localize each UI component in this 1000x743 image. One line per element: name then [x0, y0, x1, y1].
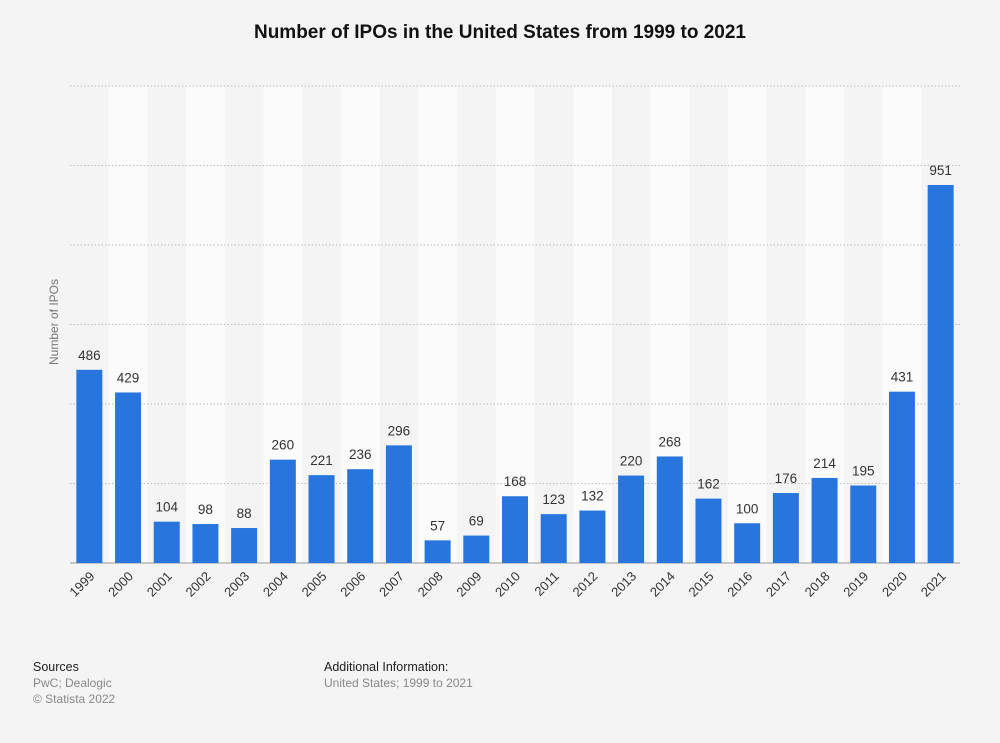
value-label-1999: 486 — [78, 348, 101, 363]
bar-2002[interactable] — [192, 524, 219, 563]
value-label-2005: 221 — [310, 453, 333, 468]
bar-2017[interactable] — [772, 493, 799, 563]
bar-2008[interactable] — [424, 540, 451, 563]
value-label-2011: 123 — [542, 492, 565, 507]
bar-2007[interactable] — [385, 445, 412, 563]
bar-2014[interactable] — [656, 456, 683, 563]
value-label-2014: 268 — [659, 434, 682, 449]
bar-2011[interactable] — [540, 514, 567, 563]
value-label-2016: 100 — [736, 501, 759, 516]
bar-2015[interactable] — [695, 498, 722, 563]
value-label-2017: 176 — [775, 471, 798, 486]
value-labels: 486 429 104 98 88 260 221 236 296 57 69 168 123 132 22… — [78, 163, 952, 533]
bar-2016[interactable] — [734, 523, 761, 563]
sources-title: Sources — [33, 660, 79, 674]
value-label-2018: 214 — [813, 456, 836, 471]
column-band — [186, 86, 225, 563]
additional-info-title: Additional Information: — [324, 660, 449, 674]
x-tick-2011: 2011 — [531, 569, 561, 599]
value-label-2021: 951 — [929, 163, 952, 178]
x-tick-2005: 2005 — [299, 569, 330, 600]
value-label-2002: 98 — [198, 502, 213, 517]
bar-2005[interactable] — [308, 475, 335, 563]
value-label-2003: 88 — [237, 506, 252, 521]
x-tick-2016: 2016 — [724, 569, 755, 600]
chart-title: Number of IPOs in the United States from… — [253, 22, 746, 43]
value-label-2008: 57 — [430, 518, 445, 533]
x-tick-2007: 2007 — [376, 569, 407, 600]
y-axis-label: Number of IPOs — [47, 279, 61, 365]
additional-info-block: Additional Information: United States; 1… — [324, 659, 473, 691]
value-label-2013: 220 — [620, 454, 643, 469]
bar-2012[interactable] — [579, 510, 606, 563]
x-tick-2019: 2019 — [840, 569, 871, 600]
x-tick-2014: 2014 — [647, 569, 678, 600]
x-tick-2006: 2006 — [337, 569, 368, 600]
value-label-2020: 431 — [891, 370, 914, 385]
bar-2003[interactable] — [231, 528, 258, 563]
value-label-2015: 162 — [697, 477, 720, 492]
value-label-2004: 260 — [272, 438, 295, 453]
value-label-2007: 296 — [388, 423, 411, 438]
x-tick-2020: 2020 — [879, 569, 910, 600]
sources-block: Sources PwC; Dealogic © Statista 2022 — [33, 659, 115, 707]
value-label-2001: 104 — [155, 500, 178, 515]
value-label-2009: 69 — [469, 514, 484, 529]
bar-2009[interactable] — [463, 535, 490, 563]
x-tick-2013: 2013 — [608, 569, 639, 600]
bar-2019[interactable] — [850, 485, 877, 563]
bar-2021[interactable] — [927, 184, 954, 564]
x-tick-2000: 2000 — [105, 569, 136, 600]
x-tick-2017: 2017 — [763, 569, 794, 600]
x-tick-2003: 2003 — [221, 569, 252, 600]
x-tick-2010: 2010 — [492, 569, 523, 600]
bar-2020[interactable] — [888, 391, 915, 563]
x-tick-2012: 2012 — [569, 569, 600, 600]
bars — [76, 184, 954, 564]
x-tick-2002: 2002 — [182, 569, 213, 600]
bar-2018[interactable] — [811, 477, 838, 563]
x-tick-2015: 2015 — [686, 569, 717, 600]
bar-2004[interactable] — [269, 459, 296, 563]
x-tick-1999: 1999 — [66, 569, 97, 600]
x-tick-labels: 1999 2000 2001 2002 2003 2004 2005 2006 2007 2008… — [66, 569, 948, 600]
bar-2001[interactable] — [153, 521, 180, 563]
x-tick-2018: 2018 — [802, 569, 833, 600]
bar-chart: 486 429 104 98 88 260 221 236 296 57 69 168 123 132 22… — [47, 85, 960, 600]
value-label-2019: 195 — [852, 463, 875, 478]
additional-info-line: United States; 1999 to 2021 — [324, 676, 473, 690]
bar-2006[interactable] — [347, 469, 374, 563]
x-tick-2009: 2009 — [453, 569, 484, 600]
bar-1999[interactable] — [76, 369, 103, 563]
x-tick-2004: 2004 — [260, 569, 291, 600]
value-label-2006: 236 — [349, 447, 372, 462]
bar-2010[interactable] — [502, 496, 528, 563]
x-tick-2001: 2001 — [144, 569, 175, 600]
value-label-2010: 168 — [504, 474, 527, 489]
bar-2000[interactable] — [115, 392, 142, 563]
x-tick-2008: 2008 — [415, 569, 446, 600]
value-label-2012: 132 — [581, 489, 604, 504]
x-tick-2021: 2021 — [918, 569, 949, 600]
value-label-2000: 429 — [117, 370, 140, 385]
sources-line: PwC; Dealogic — [33, 676, 112, 690]
copyright-line: © Statista 2022 — [33, 692, 116, 706]
bar-2013[interactable] — [618, 475, 645, 563]
